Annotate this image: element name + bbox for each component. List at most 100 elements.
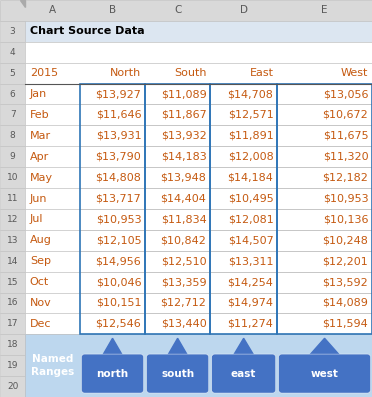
Text: Apr: Apr xyxy=(30,152,49,162)
Text: $14,956: $14,956 xyxy=(96,256,141,266)
Bar xyxy=(0,293,25,313)
Bar xyxy=(25,209,372,230)
Bar xyxy=(25,42,372,63)
Text: $13,790: $13,790 xyxy=(96,152,141,162)
Text: $11,891: $11,891 xyxy=(228,131,273,141)
Text: $10,953: $10,953 xyxy=(96,214,141,224)
Text: West: West xyxy=(341,68,368,78)
Bar xyxy=(0,21,25,42)
Text: 7: 7 xyxy=(10,110,16,119)
Text: $14,808: $14,808 xyxy=(96,173,141,183)
Text: 13: 13 xyxy=(7,236,18,245)
Bar xyxy=(0,230,25,251)
Text: Jul: Jul xyxy=(30,214,43,224)
Text: $12,182: $12,182 xyxy=(323,173,368,183)
Text: $13,359: $13,359 xyxy=(161,277,206,287)
Text: South: South xyxy=(174,68,206,78)
Bar xyxy=(0,0,372,21)
Polygon shape xyxy=(20,0,25,7)
Text: $14,507: $14,507 xyxy=(228,235,273,245)
Text: D: D xyxy=(240,6,248,15)
Text: $11,274: $11,274 xyxy=(228,319,273,329)
Text: Feb: Feb xyxy=(30,110,49,120)
Text: C: C xyxy=(174,6,181,15)
Text: 11: 11 xyxy=(7,194,18,203)
Text: $12,571: $12,571 xyxy=(228,110,273,120)
Text: Named
Ranges: Named Ranges xyxy=(31,355,74,377)
Bar xyxy=(0,125,25,146)
Text: $12,105: $12,105 xyxy=(96,235,141,245)
Text: 20: 20 xyxy=(7,382,18,391)
Text: 16: 16 xyxy=(7,299,18,307)
Text: $12,510: $12,510 xyxy=(161,256,206,266)
Bar xyxy=(0,313,25,334)
Text: Aug: Aug xyxy=(30,235,52,245)
Polygon shape xyxy=(310,338,340,355)
Text: $10,953: $10,953 xyxy=(323,193,368,204)
Bar xyxy=(0,167,25,188)
Text: $13,311: $13,311 xyxy=(228,256,273,266)
Bar xyxy=(0,63,25,84)
Bar xyxy=(25,334,372,397)
Text: $14,254: $14,254 xyxy=(228,277,273,287)
Bar xyxy=(25,104,372,125)
Text: $12,008: $12,008 xyxy=(228,152,273,162)
Bar xyxy=(0,376,25,397)
Text: $11,089: $11,089 xyxy=(161,89,206,99)
Text: 15: 15 xyxy=(7,278,18,287)
FancyBboxPatch shape xyxy=(279,354,371,393)
Text: south: south xyxy=(161,368,194,379)
Text: $13,927: $13,927 xyxy=(96,89,141,99)
Text: 5: 5 xyxy=(10,69,16,78)
Bar xyxy=(0,272,25,293)
Text: 6: 6 xyxy=(10,90,16,98)
Text: 2015: 2015 xyxy=(30,68,58,78)
Text: $10,151: $10,151 xyxy=(96,298,141,308)
Text: 8: 8 xyxy=(10,131,16,140)
Text: $14,974: $14,974 xyxy=(227,298,273,308)
Text: $13,440: $13,440 xyxy=(161,319,206,329)
Text: $12,201: $12,201 xyxy=(323,256,368,266)
Text: 9: 9 xyxy=(10,152,16,161)
Polygon shape xyxy=(234,338,254,355)
FancyBboxPatch shape xyxy=(81,354,144,393)
Bar xyxy=(25,167,372,188)
Text: $14,404: $14,404 xyxy=(161,193,206,204)
Bar xyxy=(25,251,372,272)
Text: 18: 18 xyxy=(7,340,18,349)
Text: north: north xyxy=(96,368,129,379)
Bar xyxy=(210,84,277,334)
Bar xyxy=(0,104,25,125)
Bar xyxy=(0,146,25,167)
Text: North: North xyxy=(110,68,141,78)
Text: $10,248: $10,248 xyxy=(323,235,368,245)
Text: $10,046: $10,046 xyxy=(96,277,141,287)
Text: $12,546: $12,546 xyxy=(96,319,141,329)
Text: $14,183: $14,183 xyxy=(161,152,206,162)
Bar xyxy=(25,84,372,104)
Text: Mar: Mar xyxy=(30,131,51,141)
Bar xyxy=(25,230,372,251)
Bar xyxy=(25,188,372,209)
Text: $11,867: $11,867 xyxy=(161,110,206,120)
Text: East: East xyxy=(249,68,273,78)
Text: 19: 19 xyxy=(7,361,18,370)
Text: $13,932: $13,932 xyxy=(161,131,206,141)
Text: $11,646: $11,646 xyxy=(96,110,141,120)
Text: $14,184: $14,184 xyxy=(228,173,273,183)
Text: 3: 3 xyxy=(10,27,16,36)
Text: $13,056: $13,056 xyxy=(323,89,368,99)
Text: $12,712: $12,712 xyxy=(161,298,206,308)
Bar xyxy=(25,63,372,84)
Text: $11,320: $11,320 xyxy=(323,152,368,162)
Text: Jan: Jan xyxy=(30,89,47,99)
FancyBboxPatch shape xyxy=(212,354,276,393)
Text: west: west xyxy=(311,368,339,379)
Text: $14,089: $14,089 xyxy=(323,298,368,308)
Text: $13,948: $13,948 xyxy=(161,173,206,183)
Text: $11,834: $11,834 xyxy=(161,214,206,224)
Text: $10,495: $10,495 xyxy=(228,193,273,204)
Text: $10,672: $10,672 xyxy=(323,110,368,120)
Text: Sep: Sep xyxy=(30,256,51,266)
Text: A: A xyxy=(49,6,56,15)
